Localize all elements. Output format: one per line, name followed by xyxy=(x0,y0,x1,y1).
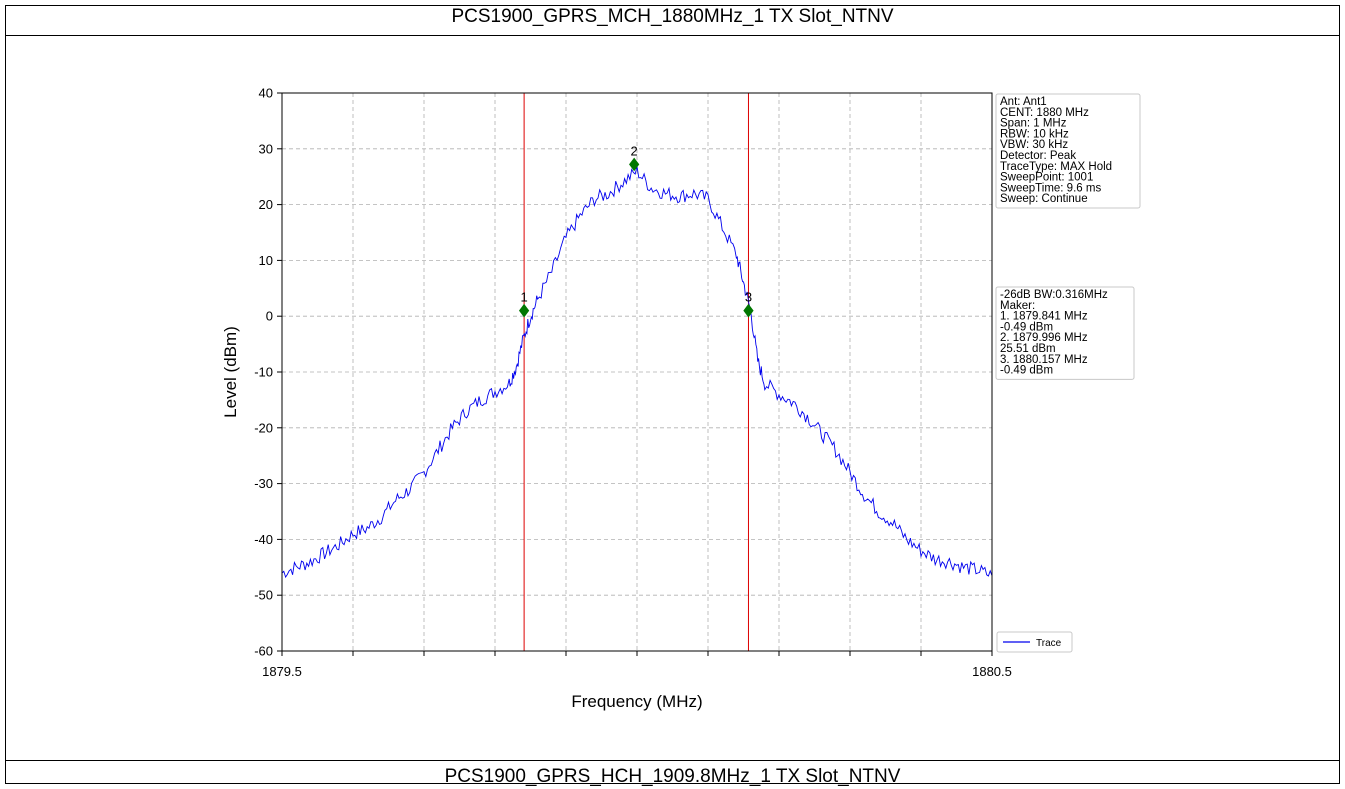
marker-box-line: -0.49 dBm xyxy=(1000,365,1053,377)
vertical-lines xyxy=(523,93,749,651)
x-tick-label: 1880.5 xyxy=(972,664,1012,679)
markers: 1 2 3 xyxy=(518,143,754,318)
chart-caption-top: PCS1900_GPRS_MCH_1880MHz_1 TX Slot_NTNV xyxy=(451,6,894,27)
info-box-line: VBW: 30 kHz xyxy=(1000,139,1068,151)
page-border xyxy=(5,5,1340,784)
x-axis-ticks: 1879.5 1880.5 xyxy=(262,651,1012,679)
marker-box-line: Maker: xyxy=(1000,300,1035,312)
y-axis-ticks: -60 -50 -40 -30 -20 -10 0 10 20 30 40 xyxy=(254,86,282,659)
x-tick-label: 1879.5 xyxy=(262,664,302,679)
marker-diamond xyxy=(743,303,754,318)
info-box-line: SweepTime: 9.6 ms xyxy=(1000,182,1101,194)
info-box-frame xyxy=(995,93,1141,209)
marker-box-line: -26dB BW:0.316MHz xyxy=(1000,289,1108,301)
y-tick-label: -10 xyxy=(254,365,273,380)
marker-box-frame xyxy=(995,286,1135,380)
marker-label: 2 xyxy=(631,143,638,158)
info-box-line: SweepPoint: 1001 xyxy=(1000,172,1093,184)
info-box-line: RBW: 10 kHz xyxy=(1000,128,1069,140)
marker-label: 3 xyxy=(745,290,752,305)
grid xyxy=(282,92,992,652)
y-tick-label: -30 xyxy=(254,476,273,491)
legend-frame xyxy=(996,631,1073,653)
y-tick-label: -40 xyxy=(254,532,273,547)
info-box-line: Ant: Ant1 xyxy=(1000,96,1047,108)
marker-label: 1 xyxy=(520,290,527,305)
marker-box-line: 25.51 dBm xyxy=(1000,343,1056,355)
x-axis-label: Frequency (MHz) xyxy=(571,692,702,711)
y-tick-label: 40 xyxy=(259,86,273,101)
info-box-line: TraceType: MAX Hold xyxy=(1000,161,1112,173)
y-tick-label: 0 xyxy=(266,309,273,324)
legend-label: Trace xyxy=(1036,638,1062,649)
marker-box-line: 3. 1880.157 MHz xyxy=(1000,354,1088,366)
y-tick-label: -20 xyxy=(254,420,273,435)
chart-caption-bottom: PCS1900_GPRS_HCH_1909.8MHz_1 TX Slot_NTN… xyxy=(444,766,901,787)
info-box-line: Detector: Peak xyxy=(1000,150,1076,162)
info-box-line: CENT: 1880 MHz xyxy=(1000,107,1089,119)
y-tick-label: 30 xyxy=(259,141,273,156)
marker-box-line: 2. 1879.996 MHz xyxy=(1000,332,1088,344)
y-axis-label: Level (dBm) xyxy=(221,326,240,418)
y-tick-label: -50 xyxy=(254,588,273,603)
marker-diamond xyxy=(629,157,640,172)
y-tick-label: 20 xyxy=(259,197,273,212)
info-box-line: Sweep: Continue xyxy=(1000,193,1088,205)
marker-box-line: -0.49 dBm xyxy=(1000,321,1053,333)
y-tick-label: -60 xyxy=(254,644,273,659)
info-box-line: Span: 1 MHz xyxy=(1000,118,1067,130)
marker-diamond xyxy=(518,303,530,318)
y-tick-label: 10 xyxy=(259,253,273,268)
legend: Trace xyxy=(996,631,1073,653)
marker-box-line: 1. 1879.841 MHz xyxy=(1000,311,1088,323)
